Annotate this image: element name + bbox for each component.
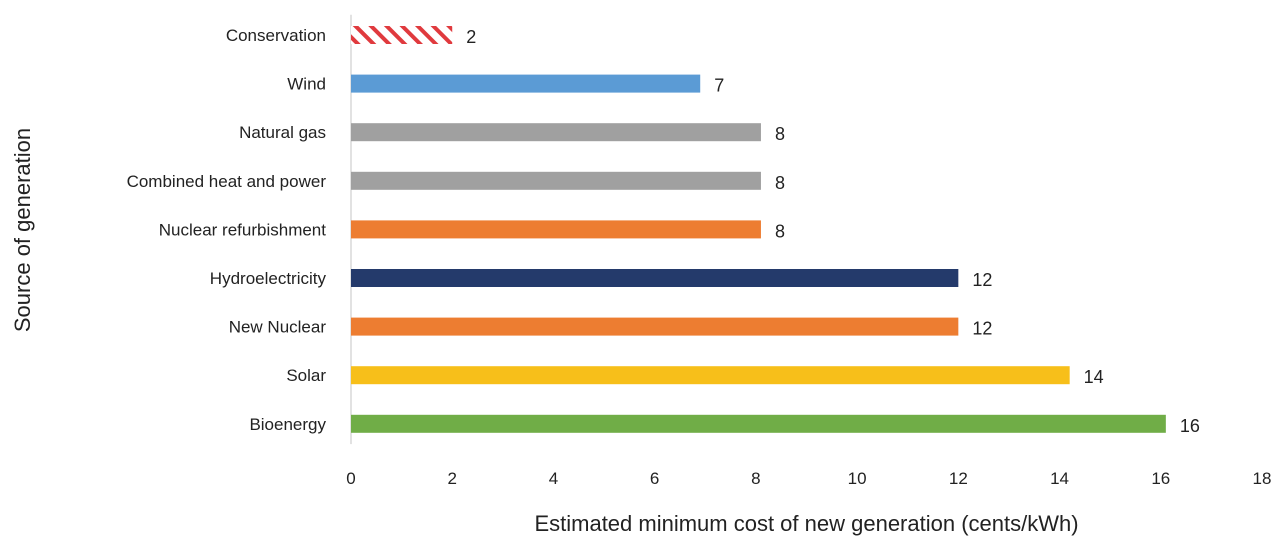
x-tick-label-0: 0	[346, 469, 355, 488]
x-tick-label-9: 18	[1253, 469, 1272, 488]
value-label-8: 16	[1180, 416, 1200, 436]
value-label-5: 12	[972, 270, 992, 290]
bar-1	[351, 74, 701, 93]
bar-2	[351, 123, 761, 142]
category-label-8: Bioenergy	[249, 415, 326, 434]
x-tick-label-1: 2	[447, 469, 456, 488]
category-label-5: Hydroelectricity	[210, 269, 327, 288]
y-axis-title: Source of generation	[10, 128, 35, 332]
x-tick-label-6: 12	[949, 469, 968, 488]
value-label-1: 7	[714, 76, 724, 96]
x-tick-label-3: 6	[650, 469, 659, 488]
value-label-0: 2	[466, 27, 476, 47]
bar-8	[351, 414, 1166, 433]
bar-0	[351, 26, 453, 44]
bar-4	[351, 220, 761, 239]
x-tick-label-7: 14	[1050, 469, 1069, 488]
bar-3	[351, 171, 761, 190]
value-label-6: 12	[972, 319, 992, 339]
bar-5	[351, 269, 959, 287]
bar-6	[351, 317, 959, 336]
x-tick-label-4: 8	[751, 469, 760, 488]
value-label-2: 8	[775, 124, 785, 144]
category-label-2: Natural gas	[239, 123, 326, 142]
category-label-0: Conservation	[226, 26, 326, 45]
x-tick-label-5: 10	[848, 469, 867, 488]
bar-7	[351, 366, 1070, 385]
category-label-7: Solar	[286, 366, 326, 385]
value-label-4: 8	[775, 221, 785, 241]
category-label-4: Nuclear refurbishment	[159, 220, 327, 239]
value-label-3: 8	[775, 173, 785, 193]
category-label-6: New Nuclear	[229, 318, 327, 337]
category-label-3: Combined heat and power	[127, 172, 327, 191]
x-axis-title: Estimated minimum cost of new generation…	[534, 511, 1078, 536]
value-label-7: 14	[1084, 367, 1104, 387]
category-label-1: Wind	[287, 75, 326, 94]
x-tick-label-2: 4	[549, 469, 558, 488]
x-tick-label-8: 16	[1151, 469, 1170, 488]
